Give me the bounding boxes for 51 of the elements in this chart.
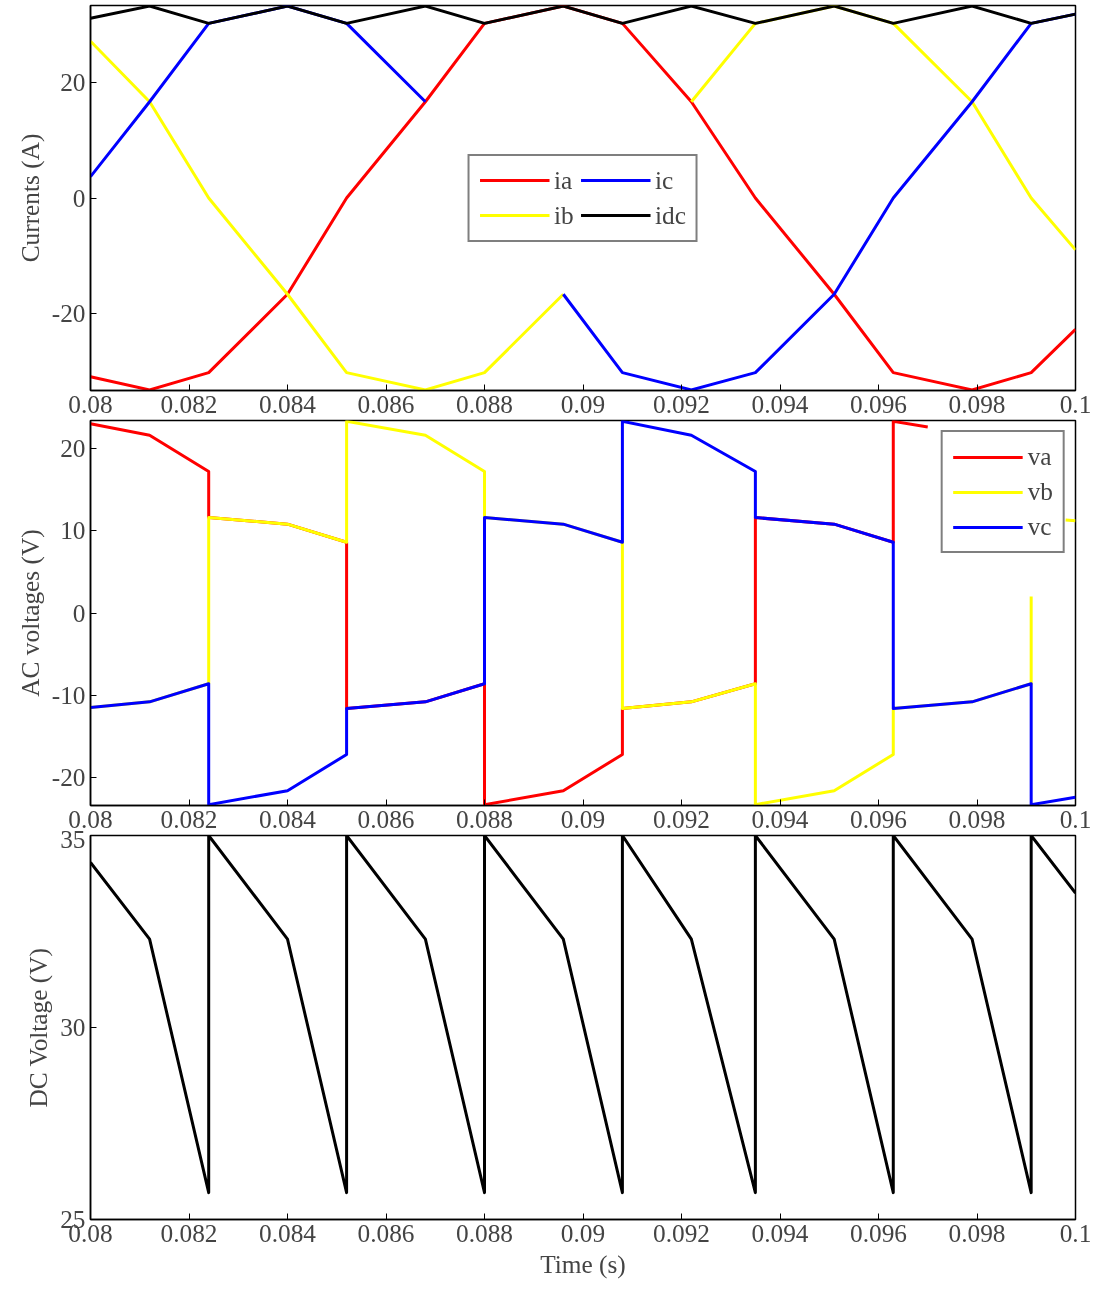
y-tick-label: 0 xyxy=(72,183,86,212)
x-tick-label: 0.094 xyxy=(751,804,809,833)
x-tick-label: 0.098 xyxy=(948,1218,1006,1247)
x-tick-label: 0.096 xyxy=(850,804,908,833)
x-tick-label: 0.086 xyxy=(357,389,415,418)
legend-label: va xyxy=(1027,442,1052,471)
x-tick-label: 0.09 xyxy=(560,804,606,833)
x-tick-label: 0.088 xyxy=(456,389,514,418)
legend-label: ib xyxy=(554,200,575,230)
x-tick-label: 0.088 xyxy=(456,1218,514,1247)
x-tick-label: 0.096 xyxy=(850,389,908,418)
x-tick-label: 0.092 xyxy=(653,1218,711,1247)
y-tick-label: 20 xyxy=(60,68,86,97)
y-axis-title: Currents (A) xyxy=(15,133,45,263)
y-tick-label: 30 xyxy=(60,1013,86,1041)
x-tick-label: 0.082 xyxy=(160,1218,218,1247)
y-tick-label: 10 xyxy=(60,516,86,545)
x-tick-label: 0.092 xyxy=(653,804,711,833)
x-tick-label: 0.1 xyxy=(1059,389,1092,418)
y-axis-title: DC Voltage (V) xyxy=(24,947,54,1108)
x-tick-label: 0.08 xyxy=(68,389,113,418)
x-tick-label: 0.086 xyxy=(357,1218,415,1247)
x-tick-label: 0.1 xyxy=(1059,804,1092,833)
y-tick-label: -20 xyxy=(51,763,86,792)
legend-label: ia xyxy=(554,165,574,195)
x-tick-label: 0.094 xyxy=(751,1218,809,1247)
x-tick-label: 0.094 xyxy=(751,389,809,418)
x-tick-label: 0.082 xyxy=(160,389,218,418)
x-tick-label: 0.082 xyxy=(160,804,218,833)
y-tick-label: 0 xyxy=(72,598,86,627)
y-axis-title: AC voltages (V) xyxy=(15,529,45,697)
legend-label: ic xyxy=(655,165,675,195)
x-tick-label: 0.098 xyxy=(948,804,1006,833)
x-tick-label: 0.084 xyxy=(259,389,317,418)
legend-label: vb xyxy=(1027,477,1053,506)
x-tick-label: 0.092 xyxy=(653,389,711,418)
y-tick-label: -10 xyxy=(51,680,86,709)
x-tick-label: 0.09 xyxy=(560,389,606,418)
x-axis-title: Time (s) xyxy=(540,1249,626,1279)
legend-label: idc xyxy=(655,200,686,230)
x-tick-label: 0.088 xyxy=(456,804,514,833)
x-tick-label: 0.1 xyxy=(1059,1218,1092,1247)
x-tick-label: 0.098 xyxy=(948,389,1006,418)
x-tick-label: 0.084 xyxy=(259,1218,317,1247)
x-tick-label: 0.084 xyxy=(259,804,317,833)
y-tick-label: -20 xyxy=(51,298,86,327)
legend-label: vc xyxy=(1027,512,1052,541)
y-tick-label: 20 xyxy=(60,433,86,462)
x-tick-label: 0.09 xyxy=(560,1218,606,1247)
x-tick-label: 0.096 xyxy=(850,1218,908,1247)
x-tick-label: 0.086 xyxy=(357,804,415,833)
